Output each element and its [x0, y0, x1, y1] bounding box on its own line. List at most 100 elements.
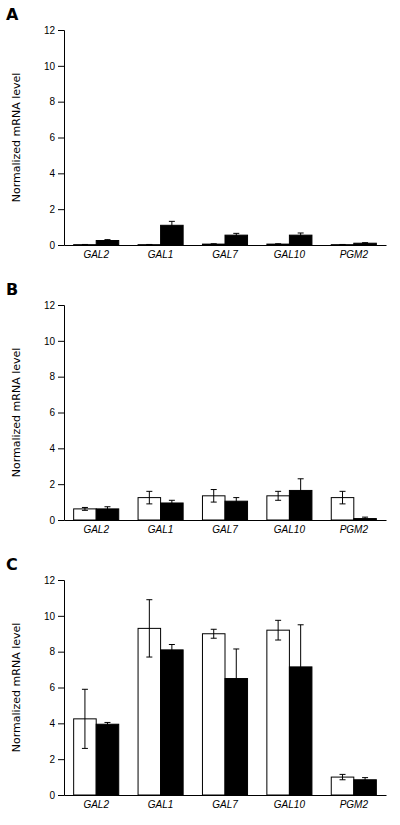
tick: GAL2: [83, 249, 109, 260]
tick: GAL7: [212, 524, 238, 535]
tick-mark: [58, 305, 64, 306]
x-axis: GAL2GAL1GAL7GAL10PGM2: [65, 521, 387, 536]
tick-label: GAL2: [83, 249, 109, 260]
tick-mark: [58, 723, 64, 724]
y-axis: 024681012: [44, 25, 65, 251]
x-axis: GAL2GAL1GAL7GAL10PGM2: [65, 796, 387, 811]
tick-label: 0: [49, 240, 55, 251]
tick-mark: [58, 520, 64, 521]
axis-domain: [65, 520, 387, 521]
plot-area: [74, 600, 377, 795]
tick: 6: [49, 682, 64, 693]
tick: 2: [49, 754, 64, 765]
axis-title: Normalized mRNA level: [10, 348, 23, 478]
tick: 4: [49, 718, 64, 729]
tick-mark: [58, 245, 64, 246]
bar: [96, 724, 119, 795]
error-bar: [104, 240, 110, 242]
tick: GAL1: [148, 799, 174, 810]
tick-mark: [58, 484, 64, 485]
error-bar: [169, 500, 175, 505]
tick-mark: [58, 173, 64, 174]
error-bar: [362, 778, 368, 782]
error-bar: [340, 244, 346, 245]
error-bar: [362, 517, 368, 520]
tick: 2: [49, 479, 64, 490]
error-bar: [104, 507, 110, 511]
tick-label: GAL1: [148, 799, 174, 810]
error-bar: [298, 233, 304, 237]
tick-mark: [58, 138, 64, 139]
series: [96, 479, 376, 520]
chart: 024681012GAL2GAL1GAL7GAL10PGM2Normalized…: [0, 0, 400, 825]
y-axis: 024681012: [44, 575, 65, 801]
tick-label: GAL7: [212, 249, 238, 260]
error-bar: [211, 490, 217, 503]
tick: 0: [49, 515, 64, 526]
tick: 12: [44, 300, 64, 311]
error-bar: [146, 491, 152, 504]
error-bar: [211, 243, 217, 245]
tick: PGM2: [340, 249, 369, 260]
tick: 6: [49, 132, 64, 143]
tick: GAL2: [83, 799, 109, 810]
plot-area: [74, 479, 377, 520]
tick: GAL2: [83, 524, 109, 535]
series: [74, 600, 354, 795]
plot-area: [74, 221, 377, 245]
error-bar: [146, 244, 152, 245]
tick-mark: [58, 688, 64, 689]
bar: [74, 244, 97, 245]
tick-label: GAL7: [212, 799, 238, 810]
series: [96, 221, 376, 245]
tick-label: 8: [49, 646, 55, 657]
tick-label: 12: [44, 575, 56, 586]
error-bar: [362, 243, 368, 244]
axis-domain: [65, 245, 387, 246]
tick: GAL1: [148, 249, 174, 260]
tick: 8: [49, 371, 64, 382]
panel: 024681012GAL2GAL1GAL7GAL10PGM2Normalized…: [6, 555, 387, 810]
axis-domain: [58, 306, 65, 521]
tick-label: GAL2: [83, 799, 109, 810]
error-bar: [298, 479, 304, 502]
error-bar: [82, 244, 88, 245]
tick: 6: [49, 407, 64, 418]
tick-mark: [58, 66, 64, 67]
error-bar: [82, 507, 88, 510]
tick-mark: [58, 580, 64, 581]
tick: 8: [49, 96, 64, 107]
tick-label: 2: [49, 204, 55, 215]
tick-label: 12: [44, 300, 56, 311]
tick-label: GAL10: [274, 249, 306, 260]
error-bar: [82, 689, 88, 748]
tick: 10: [44, 61, 64, 72]
tick-label: PGM2: [340, 524, 369, 535]
tick-label: 6: [49, 682, 55, 693]
tick-mark: [58, 759, 64, 760]
tick-mark: [58, 448, 64, 449]
tick-mark: [58, 102, 64, 103]
tick-label: 4: [49, 443, 55, 454]
error-bar: [169, 645, 175, 656]
panel-label: A: [6, 5, 19, 24]
panel-label: C: [6, 555, 18, 574]
panel-label: B: [6, 280, 18, 299]
tick-label: GAL1: [148, 524, 174, 535]
tick-label: 10: [44, 336, 56, 347]
bar: [354, 243, 377, 245]
axis-domain: [58, 581, 65, 796]
tick-mark: [58, 652, 64, 653]
series: [74, 490, 354, 520]
error-bar: [275, 491, 281, 500]
error-bar: [169, 221, 175, 229]
bar: [161, 650, 184, 795]
tick: 4: [49, 168, 64, 179]
tick-label: 6: [49, 132, 55, 143]
tick-label: 4: [49, 168, 55, 179]
bar: [138, 244, 161, 245]
axis-title: Normalized mRNA level: [10, 623, 23, 753]
panel: 024681012GAL2GAL1GAL7GAL10PGM2Normalized…: [6, 5, 387, 260]
bar: [267, 630, 290, 795]
tick-mark: [58, 795, 64, 796]
